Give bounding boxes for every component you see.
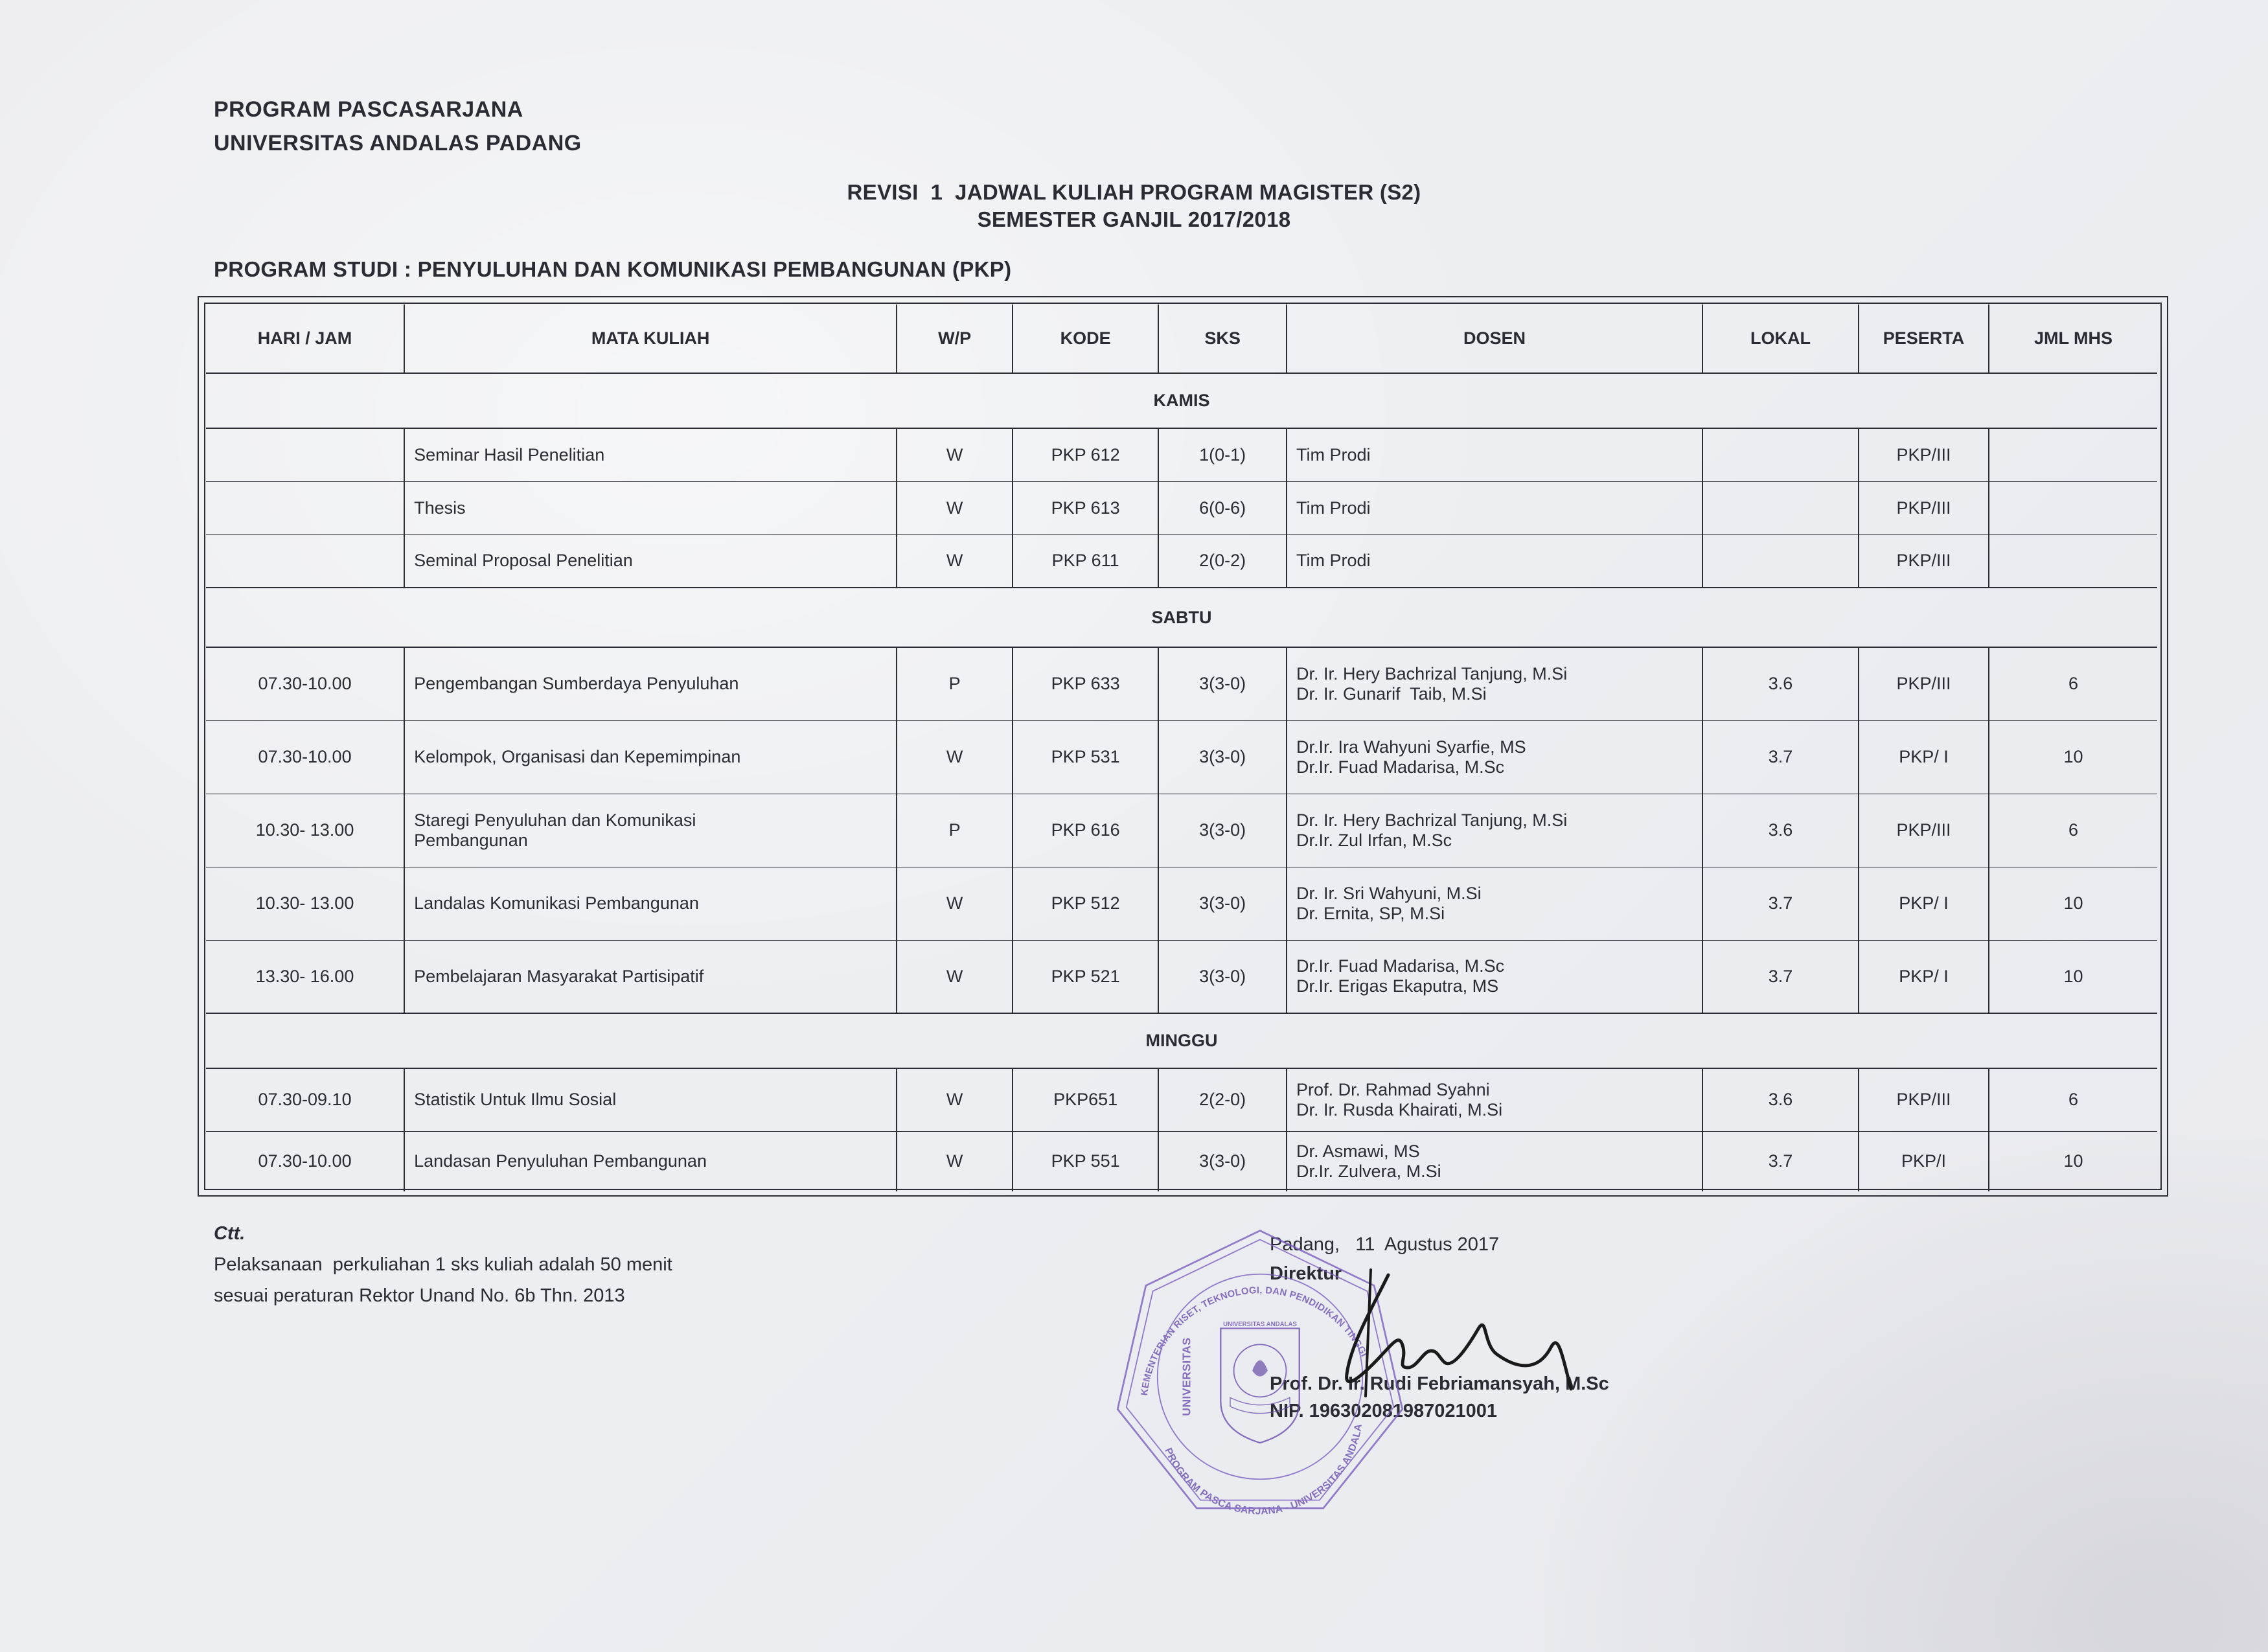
svg-text:UNIVERSITAS: UNIVERSITAS xyxy=(1180,1337,1193,1416)
svg-text:UNIVERSITAS ANDALAS: UNIVERSITAS ANDALAS xyxy=(1223,1321,1297,1328)
